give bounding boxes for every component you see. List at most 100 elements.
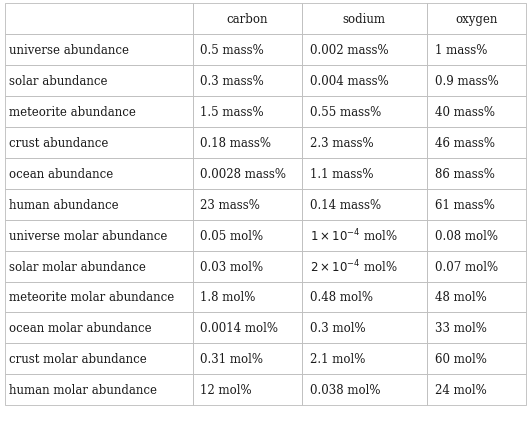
Bar	[302, 220, 427, 251]
Text: 61 mass%: 61 mass%	[434, 198, 494, 211]
Bar	[302, 4, 427, 35]
Bar	[5, 375, 193, 405]
Bar	[193, 312, 302, 344]
Text: 0.0014 mol%: 0.0014 mol%	[200, 322, 278, 335]
Bar	[5, 189, 193, 220]
Text: 0.55 mass%: 0.55 mass%	[310, 106, 381, 119]
Bar	[427, 66, 526, 97]
Bar	[193, 251, 302, 282]
Text: 23 mass%: 23 mass%	[200, 198, 260, 211]
Bar	[193, 220, 302, 251]
Text: 12 mol%: 12 mol%	[200, 383, 252, 396]
Text: 33 mol%: 33 mol%	[434, 322, 486, 335]
Bar	[193, 128, 302, 158]
Text: universe abundance: universe abundance	[10, 44, 130, 57]
Bar	[193, 282, 302, 312]
Text: 0.48 mol%: 0.48 mol%	[310, 291, 373, 304]
Text: 0.038 mol%: 0.038 mol%	[310, 383, 380, 396]
Bar	[5, 158, 193, 189]
Text: $2\times10^{-4}$ mol%: $2\times10^{-4}$ mol%	[310, 258, 397, 275]
Text: ocean molar abundance: ocean molar abundance	[10, 322, 152, 335]
Bar	[427, 220, 526, 251]
Text: 40 mass%: 40 mass%	[434, 106, 494, 119]
Text: $1\times10^{-4}$ mol%: $1\times10^{-4}$ mol%	[310, 227, 397, 244]
Text: 0.07 mol%: 0.07 mol%	[434, 260, 498, 273]
Text: solar molar abundance: solar molar abundance	[10, 260, 147, 273]
Bar	[427, 158, 526, 189]
Text: 86 mass%: 86 mass%	[434, 168, 494, 181]
Bar	[302, 344, 427, 375]
Bar	[5, 97, 193, 128]
Text: human abundance: human abundance	[10, 198, 119, 211]
Text: 2.3 mass%: 2.3 mass%	[310, 137, 373, 150]
Bar	[427, 282, 526, 312]
Bar	[427, 189, 526, 220]
Bar	[302, 251, 427, 282]
Text: 1.1 mass%: 1.1 mass%	[310, 168, 373, 181]
Text: oxygen: oxygen	[455, 13, 498, 26]
Bar	[193, 97, 302, 128]
Text: 0.31 mol%: 0.31 mol%	[200, 352, 263, 365]
Text: 0.5 mass%: 0.5 mass%	[200, 44, 264, 57]
Text: 0.3 mol%: 0.3 mol%	[310, 322, 365, 335]
Bar	[5, 344, 193, 375]
Text: 0.03 mol%: 0.03 mol%	[200, 260, 263, 273]
Bar	[193, 158, 302, 189]
Text: 0.14 mass%: 0.14 mass%	[310, 198, 381, 211]
Text: carbon: carbon	[227, 13, 268, 26]
Bar	[302, 189, 427, 220]
Bar	[427, 35, 526, 66]
Text: 0.9 mass%: 0.9 mass%	[434, 75, 499, 88]
Text: 48 mol%: 48 mol%	[434, 291, 486, 304]
Bar	[302, 375, 427, 405]
Text: 1.8 mol%: 1.8 mol%	[200, 291, 256, 304]
Text: crust molar abundance: crust molar abundance	[10, 352, 147, 365]
Text: 1.5 mass%: 1.5 mass%	[200, 106, 264, 119]
Bar	[5, 35, 193, 66]
Bar	[193, 375, 302, 405]
Bar	[302, 35, 427, 66]
Text: sodium: sodium	[343, 13, 386, 26]
Text: human molar abundance: human molar abundance	[10, 383, 158, 396]
Text: 0.05 mol%: 0.05 mol%	[200, 229, 263, 242]
Text: 2.1 mol%: 2.1 mol%	[310, 352, 365, 365]
Bar	[5, 282, 193, 312]
Bar	[193, 189, 302, 220]
Bar	[302, 282, 427, 312]
Text: universe molar abundance: universe molar abundance	[10, 229, 168, 242]
Text: 0.3 mass%: 0.3 mass%	[200, 75, 264, 88]
Bar	[5, 128, 193, 158]
Bar	[193, 344, 302, 375]
Bar	[302, 158, 427, 189]
Bar	[302, 128, 427, 158]
Bar	[427, 312, 526, 344]
Text: 0.004 mass%: 0.004 mass%	[310, 75, 389, 88]
Text: solar abundance: solar abundance	[10, 75, 108, 88]
Bar	[302, 66, 427, 97]
Text: meteorite molar abundance: meteorite molar abundance	[10, 291, 175, 304]
Text: 1 mass%: 1 mass%	[434, 44, 487, 57]
Bar	[5, 251, 193, 282]
Bar	[302, 312, 427, 344]
Text: 0.002 mass%: 0.002 mass%	[310, 44, 388, 57]
Bar	[193, 4, 302, 35]
Bar	[5, 220, 193, 251]
Bar	[427, 344, 526, 375]
Text: meteorite abundance: meteorite abundance	[10, 106, 136, 119]
Bar	[193, 35, 302, 66]
Bar	[193, 66, 302, 97]
Text: 0.0028 mass%: 0.0028 mass%	[200, 168, 286, 181]
Bar	[427, 97, 526, 128]
Bar	[427, 375, 526, 405]
Text: 60 mol%: 60 mol%	[434, 352, 486, 365]
Bar	[302, 97, 427, 128]
Bar	[427, 251, 526, 282]
Text: 0.18 mass%: 0.18 mass%	[200, 137, 271, 150]
Text: ocean abundance: ocean abundance	[10, 168, 114, 181]
Bar	[5, 66, 193, 97]
Text: 24 mol%: 24 mol%	[434, 383, 486, 396]
Text: crust abundance: crust abundance	[10, 137, 109, 150]
Text: 0.08 mol%: 0.08 mol%	[434, 229, 498, 242]
Bar	[5, 312, 193, 344]
Bar	[5, 4, 193, 35]
